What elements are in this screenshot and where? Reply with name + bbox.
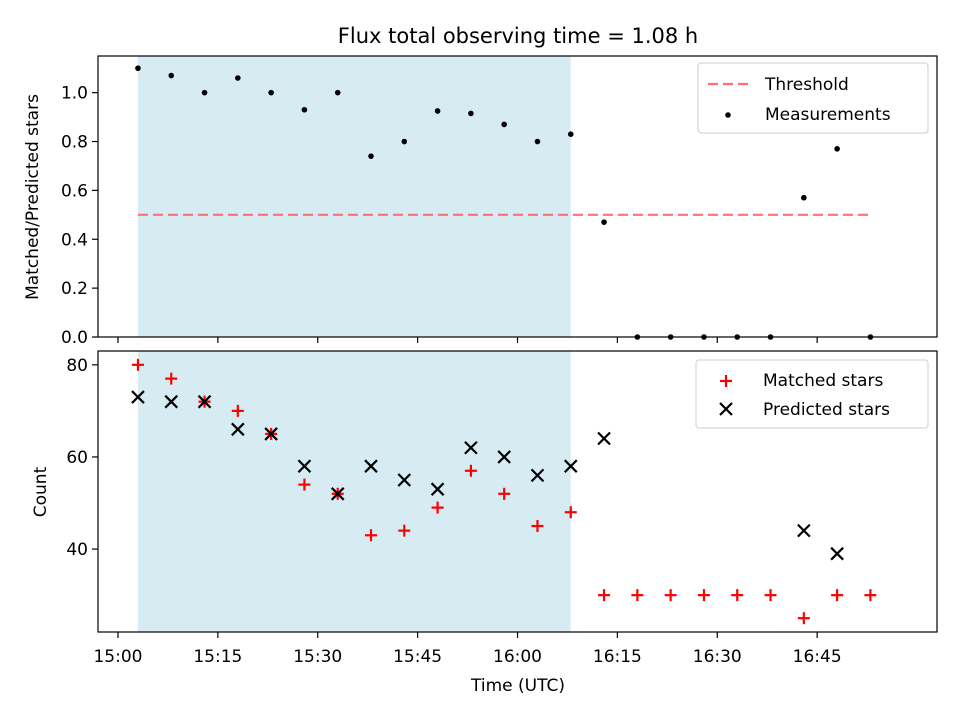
top-legend-box xyxy=(697,62,929,134)
predicted-star-marker xyxy=(297,459,312,473)
bottom-y-axis-label: Count xyxy=(31,466,51,517)
measurement-point xyxy=(301,106,308,113)
matched-star-marker xyxy=(531,520,544,533)
top-legend: Threshold Measurements xyxy=(697,62,929,134)
matched-star-marker xyxy=(165,372,178,385)
measurement-point xyxy=(501,121,507,128)
bottom-y-tick-label: 60 xyxy=(66,448,88,468)
legend-matched-label: Matched stars xyxy=(763,371,883,391)
x-tick-label: 16:00 xyxy=(493,647,542,667)
measurement-point xyxy=(368,153,374,159)
predicted-star-marker xyxy=(231,422,245,437)
measurement-point xyxy=(801,194,807,201)
matched-star-marker xyxy=(864,589,877,602)
measurement-point xyxy=(468,110,474,117)
legend-measurement-swatch xyxy=(725,112,731,118)
bottom-legend-box xyxy=(695,359,929,429)
measurement-point xyxy=(601,219,607,225)
matched-star-marker xyxy=(764,589,777,602)
x-axis-label: Time (UTC) xyxy=(470,676,565,696)
matched-star-marker xyxy=(298,478,311,491)
x-tick-label: 15:15 xyxy=(193,647,242,667)
predicted-star-marker xyxy=(830,546,844,561)
predicted-star-marker xyxy=(797,523,811,538)
figure-title: Flux total observing time = 1.08 h xyxy=(338,24,698,48)
top-y-tick-label: 0.0 xyxy=(61,328,88,348)
predicted-star-marker xyxy=(364,459,378,473)
bottom-y-tick-label: 80 xyxy=(66,356,88,376)
bottom-panel: 40 60 80 15:00 15:15 15:30 15:45 16:00 16:15 16:… xyxy=(31,350,938,696)
bottom-x-ticks: 15:00 15:15 15:30 15:45 16:00 16:15 16:30 16:45 xyxy=(93,632,842,667)
matched-star-marker xyxy=(697,589,710,602)
top-panel: 0.0 0.2 0.4 0.6 0.8 1.0 Matched/Predicted sta… xyxy=(23,55,938,348)
count-points xyxy=(131,358,877,625)
top-y-tick-label: 0.6 xyxy=(61,181,88,201)
bottom-legend: Matched stars Predicted stars xyxy=(695,359,929,429)
x-tick-label: 15:45 xyxy=(393,647,442,667)
predicted-star-marker xyxy=(330,487,345,501)
x-tick-label: 15:30 xyxy=(293,647,342,667)
matched-star-marker xyxy=(797,612,810,625)
predicted-star-marker xyxy=(197,394,212,409)
predicted-star-marker xyxy=(464,440,478,455)
x-tick-label: 16:30 xyxy=(693,647,742,667)
top-y-ticks: 0.0 0.2 0.4 0.6 0.8 1.0 xyxy=(61,84,98,348)
matched-star-marker xyxy=(731,589,744,602)
legend-predicted-swatch xyxy=(719,402,733,416)
matched-star-marker xyxy=(598,589,611,602)
measurement-points xyxy=(135,65,874,340)
x-tick-label: 16:45 xyxy=(793,647,842,667)
bottom-shaded-region xyxy=(137,351,571,632)
bottom-y-tick-label: 40 xyxy=(66,540,88,560)
predicted-star-marker xyxy=(430,482,445,496)
legend-threshold-label: Threshold xyxy=(764,75,849,95)
matched-star-marker xyxy=(231,404,244,417)
matched-star-marker xyxy=(365,529,378,542)
predicted-star-marker xyxy=(497,450,511,464)
measurement-point xyxy=(434,108,441,114)
x-tick-label: 15:00 xyxy=(93,647,142,667)
predicted-star-marker xyxy=(397,473,412,487)
matched-star-marker xyxy=(831,589,844,602)
matched-star-marker xyxy=(431,501,444,514)
x-tick-label: 16:15 xyxy=(593,647,642,667)
measurement-point xyxy=(334,89,341,96)
legend-predicted-label: Predicted stars xyxy=(763,400,890,420)
top-y-tick-label: 0.8 xyxy=(61,133,88,153)
matched-star-marker xyxy=(631,589,644,602)
measurement-point xyxy=(168,72,175,79)
legend-matched-swatch xyxy=(720,375,732,387)
predicted-star-marker xyxy=(131,390,145,404)
predicted-star-marker xyxy=(264,427,278,441)
top-y-axis-label: Matched/Predicted stars xyxy=(23,94,43,300)
measurement-point xyxy=(201,89,208,96)
predicted-star-marker xyxy=(563,459,578,473)
bottom-y-ticks: 40 60 80 xyxy=(66,356,98,560)
measurement-point xyxy=(567,131,574,137)
legend-measurement-label: Measurements xyxy=(765,105,891,125)
measurement-point xyxy=(135,65,141,72)
matched-star-marker xyxy=(564,506,577,519)
measurement-point xyxy=(534,138,541,145)
predicted-star-marker xyxy=(164,394,179,409)
top-y-tick-label: 0.2 xyxy=(61,279,88,299)
matched-star-marker xyxy=(664,589,677,602)
measurement-point xyxy=(401,138,408,145)
top-shaded-region xyxy=(137,56,571,337)
measurement-point xyxy=(235,75,241,81)
top-y-tick-label: 1.0 xyxy=(61,84,88,104)
top-x-ticks xyxy=(117,337,818,343)
measurement-point xyxy=(834,146,840,152)
matched-star-marker xyxy=(398,524,411,537)
matched-star-marker xyxy=(131,358,144,371)
predicted-star-marker xyxy=(597,431,611,446)
top-y-tick-label: 0.4 xyxy=(61,230,88,250)
measurement-point xyxy=(268,89,274,96)
predicted-star-marker xyxy=(530,468,545,483)
matched-star-marker xyxy=(498,487,511,500)
matched-star-marker xyxy=(464,464,477,477)
